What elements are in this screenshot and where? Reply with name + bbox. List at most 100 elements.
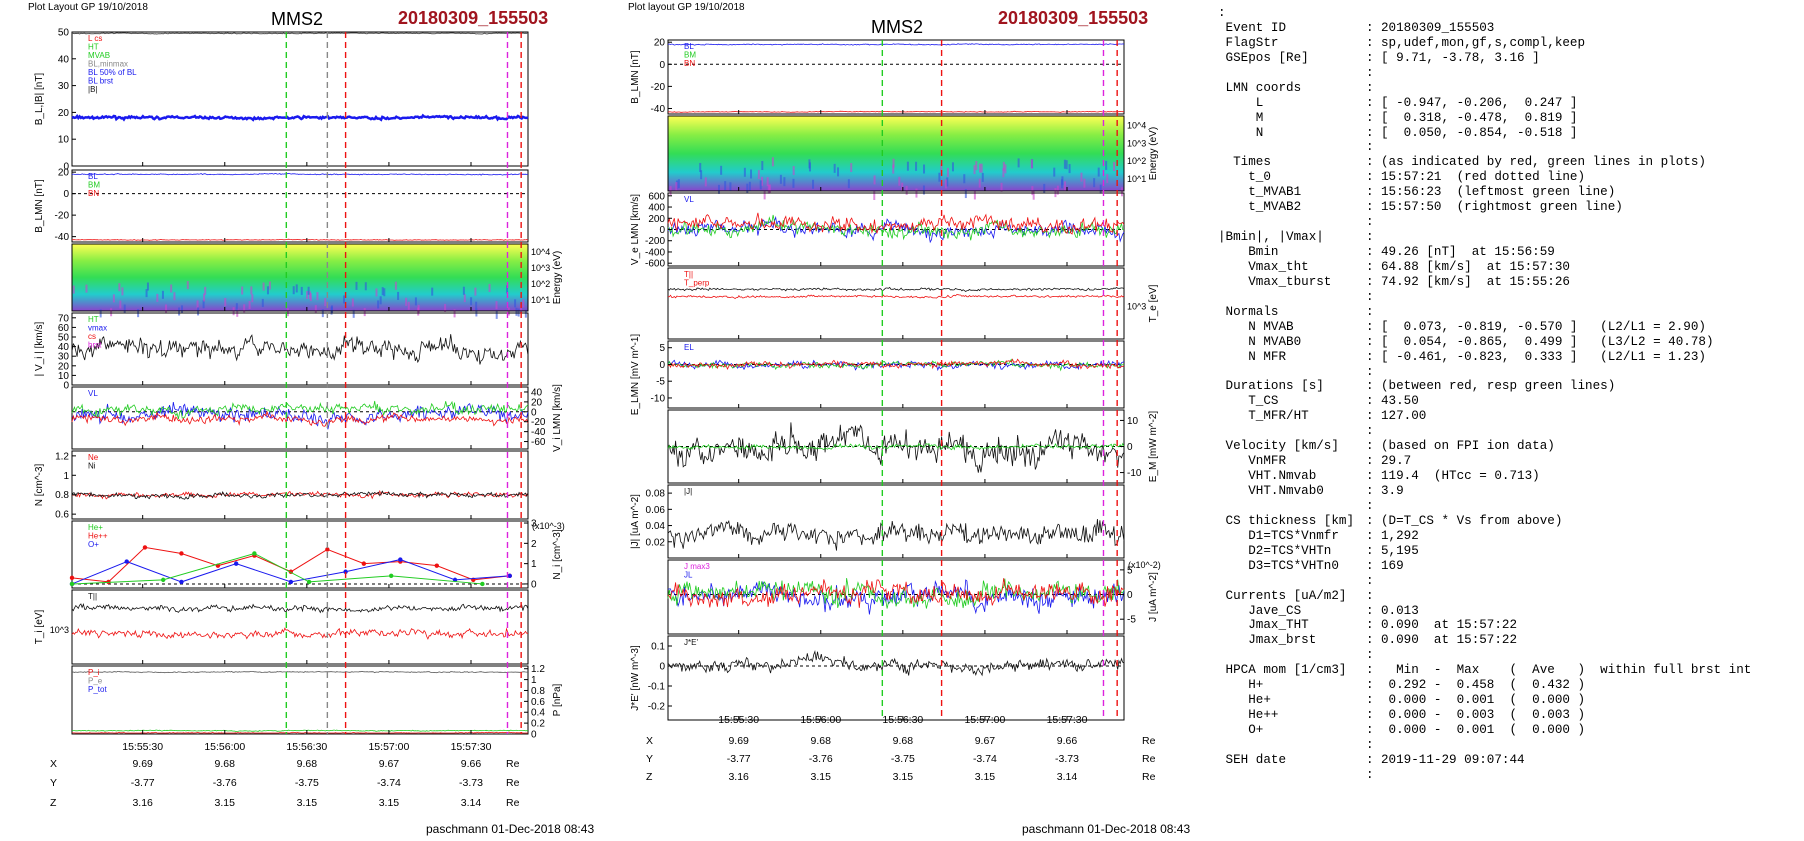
layout-label-right: Plot layout GP 19/10/2018 [628,2,745,13]
time-tick-label: 15:57:30 [451,741,492,753]
data-point [124,559,129,564]
legend-entry: J*E' [684,638,698,647]
y-tick-label: 10^2 [531,279,550,289]
y-tick-label: 10^4 [1127,121,1146,131]
position-value: 9.69 [728,735,749,747]
event-label-left: 20180309_155503 [398,8,549,28]
spectrogram-speck [768,184,771,194]
position-value: 3.15 [811,771,832,783]
series-line [667,214,1125,241]
spectrogram-speck [355,281,358,290]
panel-E: -10 -5 0 5 E_LMN [mV m^-1] EL [630,334,1125,415]
data-point [389,573,394,579]
info-value: 43.50 [1381,394,1419,409]
spectrogram-speck [161,290,164,299]
spectrogram-speck [314,305,317,314]
spectrogram-speck [873,190,876,200]
series-line [71,32,529,35]
info-row: Vmax_tht:64.88 [km/s] at 15:57:30 [1218,260,1802,275]
info-colon: : [1366,20,1374,35]
series-line [71,238,529,241]
info-row: : [1218,6,1802,21]
spectrogram-speck [251,294,254,303]
info-row: SEH date:2019-11-29 09:07:44 [1218,753,1802,768]
info-colon: : [1366,319,1374,334]
y-tick-label: 40 [58,342,70,353]
y-tick-label: 50 [58,333,70,344]
position-unit: Re [506,758,520,770]
spectrogram-speck [946,177,949,187]
spectrogram-speck [203,293,206,302]
info-value: 2019-11-29 09:07:44 [1381,752,1525,767]
info-row: HPCA mom [1/cm3]: Min - Max ( Ave ) with… [1218,663,1802,678]
y-tick-label: -10 [1127,468,1142,479]
y-tick-label: 0 [531,579,537,590]
panel-frame [71,589,529,665]
y-tick-label: 0 [659,360,665,371]
y-tick-label: 70 [58,313,70,324]
info-row: N MVAB0: [ 0.054, -0.865, 0.499 ] (L3/L2 … [1218,335,1802,350]
spectrogram-speck [324,298,327,307]
spectrogram-speck [940,163,943,173]
series-line [71,627,529,640]
y-axis-label: N [cm^-3] [34,464,45,507]
position-value: 9.68 [893,735,914,747]
info-value: 64.88 [km/s] at 15:57:30 [1381,259,1570,274]
series-line [667,358,1125,371]
panel-Ni: 0 1 2 3(x10^-3)N_i [cm^-3] He+He++O+ [69,519,565,590]
spectrogram-speck [938,172,941,182]
spectrogram-speck [268,281,271,290]
legend-entry: O+ [88,540,99,549]
y-tick-label: -40 [651,104,666,115]
info-colon: : [1366,424,1374,439]
info-label: Vmax_tburst [1218,274,1332,289]
spectrogram-speck [462,286,465,295]
info-row: Vmax_tburst:74.92 [km/s] at 15:55:26 [1218,275,1802,290]
y-tick-label: 0.08 [646,489,666,500]
series-line [71,410,529,427]
spectrogram-speck [181,305,184,314]
position-unit: Re [1142,753,1156,765]
info-value: 5,195 [1381,543,1419,558]
spectrogram-speck [351,298,354,307]
spectrogram-speck [123,304,126,313]
info-row: VHT.Nmvab0:3.9 [1218,484,1802,499]
y-tick-label: 0.8 [55,490,69,501]
spectrogram-speck [316,292,319,301]
info-colon: : [1366,663,1374,678]
y-tick-label: -40 [531,427,546,438]
position-value: 3.15 [893,771,914,783]
info-colon: : [1366,35,1374,50]
panel-frame [71,169,529,243]
position-value: 3.15 [975,771,996,783]
info-colon: : [1366,289,1374,304]
spectrogram-speck [761,161,764,171]
panel-EM: -10 0 10 E_M [mW m^-2] [667,409,1159,484]
legend-entry: VL [684,195,694,204]
y-tick-label: 0.6 [55,510,69,521]
position-value: 9.66 [1057,735,1078,747]
series-line [71,402,529,430]
spacecraft-label-left: MMS2 [271,9,324,29]
info-value: 1,292 [1381,528,1419,543]
y-tick-label: 20 [531,397,543,408]
info-value: [ 0.073, -0.819, -0.570 ] (L2/L1 = 2.90) [1381,319,1706,334]
spectrogram-speck [699,162,702,172]
y-tick-label: 0 [531,730,537,741]
info-colon: : [1366,170,1374,185]
y-axis-label: B_LMN [nT] [34,179,45,233]
info-row: t_MVAB2:15:57:50 (rightmost green line) [1218,200,1802,215]
info-label: N MVAB0 [1218,334,1302,349]
y-tick-label: 10^1 [531,295,550,305]
spectrogram-speck [763,190,766,200]
y-axis-label: T_e [eV] [1148,284,1159,322]
info-colon: : [1366,95,1374,110]
series-line [667,650,1125,677]
spectrogram-speck [295,284,298,293]
spectrogram-speck [119,300,122,309]
y-axis-label: |J| [uA m^-2] [630,494,641,549]
info-label: O+ [1218,723,1264,737]
info-label: t_MVAB1 [1218,185,1302,200]
spectrogram-speck [261,298,264,307]
